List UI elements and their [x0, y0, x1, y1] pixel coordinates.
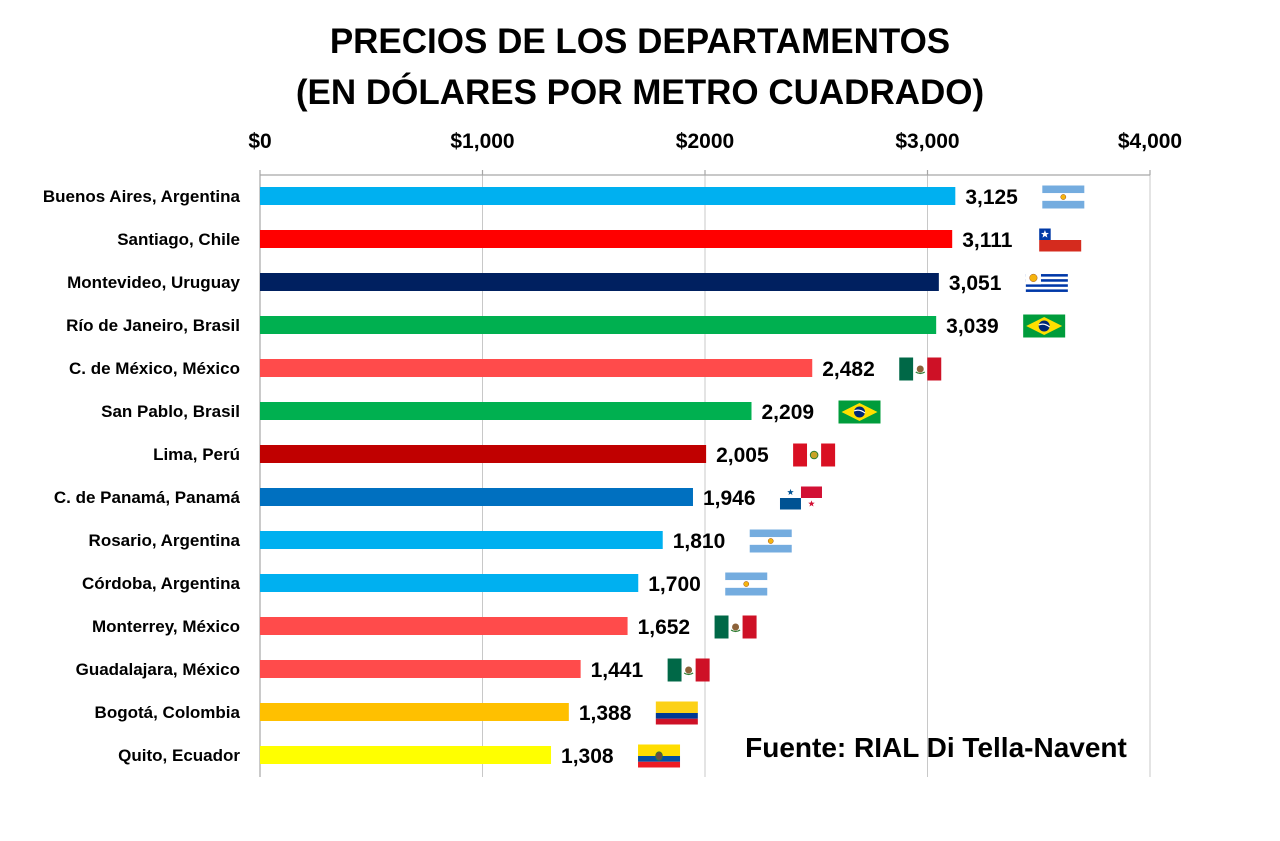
mexico-flag-icon: [667, 658, 710, 682]
bar-row: Buenos Aires, Argentina 3,125: [43, 185, 1085, 209]
value-label: 3,039: [946, 315, 999, 338]
bar: [260, 273, 939, 291]
bar: [260, 746, 552, 764]
category-label: Buenos Aires, Argentina: [43, 187, 241, 206]
bars: Buenos Aires, Argentina 3,125 Santiago, Ch…: [43, 185, 1085, 768]
chart-title-line-2: (EN DÓLARES POR METRO CUADRADO): [296, 72, 984, 112]
category-label: Lima, Perú: [153, 445, 240, 464]
value-label: 1,308: [561, 745, 614, 768]
category-label: San Pablo, Brasil: [101, 402, 240, 421]
value-label: 3,051: [949, 272, 1002, 295]
bar-row: Quito, Ecuador 1,308: [118, 744, 681, 768]
value-label: 3,111: [962, 229, 1013, 252]
bar: [260, 359, 813, 377]
category-label: Santiago, Chile: [117, 230, 240, 249]
chile-flag-icon: [1039, 228, 1082, 252]
bar: [260, 574, 639, 592]
mexico-flag-icon: [714, 615, 757, 639]
value-label: 2,482: [822, 358, 875, 381]
bar: [260, 402, 752, 420]
bar-row: Rosario, Argentina 1,810: [89, 529, 792, 553]
chart-title-line-1: PRECIOS DE LOS DEPARTAMENTOS: [330, 22, 950, 61]
bar-row: Bogotá, Colombia 1,388: [95, 701, 698, 725]
bar: [260, 531, 663, 549]
ecuador-flag-icon: [638, 744, 681, 768]
bar-row: C. de Panamá, Panamá 1,946: [54, 486, 822, 510]
x-tick-label: $3,000: [895, 130, 959, 153]
bar-row: Monterrey, México 1,652: [92, 615, 757, 639]
category-label: Rosario, Argentina: [89, 531, 241, 550]
peru-flag-icon: [793, 443, 836, 467]
value-label: 2,209: [762, 401, 815, 424]
value-label: 1,441: [591, 659, 644, 682]
bar: [260, 316, 937, 334]
category-label: Montevideo, Uruguay: [67, 273, 240, 292]
category-label: C. de Panamá, Panamá: [54, 488, 241, 507]
bar-row: Guadalajara, México 1,441: [76, 658, 710, 682]
bar-row: Río de Janeiro, Brasil 3,039: [66, 314, 1066, 338]
category-label: Monterrey, México: [92, 617, 240, 636]
x-tick-label: $1,000: [450, 130, 514, 153]
category-label: Guadalajara, México: [76, 660, 240, 679]
bar-row: Córdoba, Argentina 1,700: [82, 572, 768, 596]
bar: [260, 445, 707, 463]
gridlines: [482, 175, 1151, 777]
value-label: 1,946: [703, 487, 756, 510]
category-label: Quito, Ecuador: [118, 746, 240, 765]
bar: [260, 230, 953, 248]
bar: [260, 617, 628, 635]
bar-row: San Pablo, Brasil 2,209: [101, 400, 881, 424]
panama-flag-icon: [779, 486, 822, 510]
colombia-flag-icon: [655, 701, 698, 725]
source-note: Fuente: RIAL Di Tella-Navent: [745, 732, 1127, 763]
x-tick-label: $2000: [676, 130, 734, 153]
bar: [260, 660, 581, 678]
value-label: 2,005: [716, 444, 769, 467]
value-label: 1,700: [648, 573, 701, 596]
bar-row: Montevideo, Uruguay 3,051: [67, 271, 1068, 295]
mexico-flag-icon: [899, 357, 942, 381]
argentina-flag-icon: [725, 572, 768, 596]
x-tick-label: $4,000: [1118, 130, 1182, 153]
value-label: 1,652: [638, 616, 691, 639]
argentina-flag-icon: [1042, 185, 1085, 209]
x-tick-label: $0: [248, 130, 271, 153]
bar-row: C. de México, México 2,482: [69, 357, 942, 381]
value-label: 1,810: [673, 530, 726, 553]
brazil-flag-icon: [838, 400, 881, 424]
category-label: C. de México, México: [69, 359, 240, 378]
bar-row: Santiago, Chile 3,111: [117, 228, 1082, 252]
argentina-flag-icon: [749, 529, 792, 553]
value-label: 1,388: [579, 702, 632, 725]
category-label: Río de Janeiro, Brasil: [66, 316, 240, 335]
bar-row: Lima, Perú 2,005: [153, 443, 836, 467]
brazil-flag-icon: [1023, 314, 1066, 338]
bar: [260, 703, 569, 721]
uruguay-flag-icon: [1025, 271, 1068, 295]
bar: [260, 187, 956, 205]
category-label: Córdoba, Argentina: [82, 574, 241, 593]
category-label: Bogotá, Colombia: [95, 703, 241, 722]
bar: [260, 488, 693, 506]
value-label: 3,125: [965, 186, 1018, 209]
